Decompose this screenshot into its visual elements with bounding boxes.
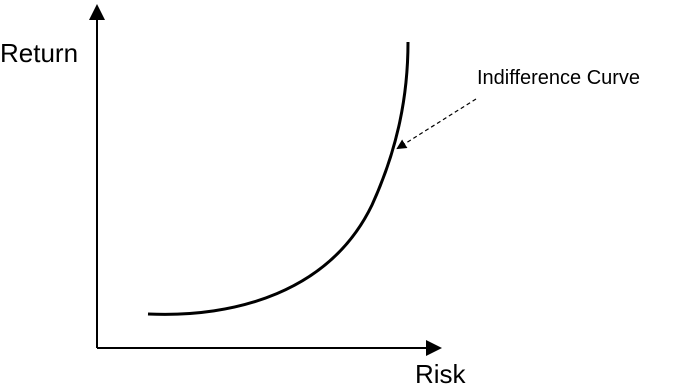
annotation: Indifference Curve <box>477 67 640 89</box>
x-axis-label: Risk <box>415 359 467 387</box>
y-axis-label: Return <box>0 38 78 68</box>
indifference-curve <box>147 41 410 316</box>
annotation-arrow <box>396 98 477 150</box>
